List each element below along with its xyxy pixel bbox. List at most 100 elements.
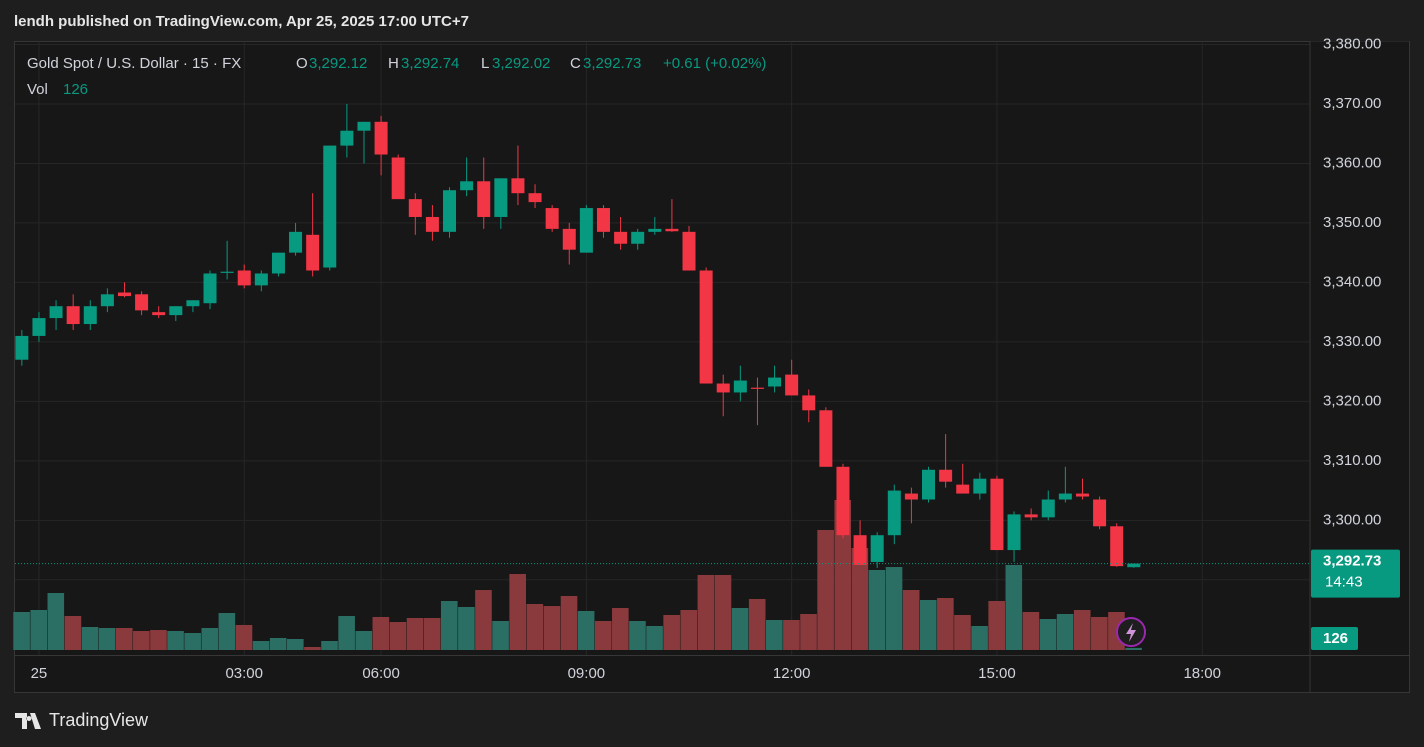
volume-bar	[184, 633, 201, 650]
candle-body	[1007, 514, 1021, 551]
candle-body	[15, 335, 29, 360]
candle-body	[528, 193, 542, 203]
volume-bar	[1005, 565, 1023, 650]
candle-body	[1075, 493, 1089, 497]
volume-bar	[509, 574, 526, 650]
candles	[15, 103, 1310, 568]
candle-body	[1058, 493, 1072, 500]
candle-body	[425, 216, 439, 232]
legend: Gold Spot / U.S. Dollar · 15 · FX O 3,29…	[27, 55, 766, 98]
y-tick-label: 3,330.00	[1323, 333, 1381, 350]
candle-body	[596, 208, 610, 232]
candle-body	[271, 252, 285, 274]
badges: 3,292.73 14:43 126	[1311, 549, 1400, 650]
volume-bar	[834, 500, 852, 650]
x-tick-label: 25	[31, 665, 48, 682]
y-tick-label: 3,320.00	[1323, 392, 1381, 409]
volume-bar	[646, 626, 663, 650]
candle-body	[100, 294, 114, 307]
y-tick-label: 3,300.00	[1323, 511, 1381, 528]
volume-bar	[1091, 617, 1108, 650]
candle-body	[135, 294, 149, 311]
volume-bar	[218, 613, 236, 650]
volume-bar	[629, 621, 646, 650]
legend-key: L	[481, 55, 489, 72]
volume-bar	[680, 610, 698, 650]
volume-bar	[560, 596, 578, 650]
volume-bar	[851, 548, 869, 650]
volume-bar	[304, 647, 321, 650]
candle-body	[408, 199, 422, 217]
volume-bar	[167, 631, 184, 650]
byline: lendh published on TradingView.com, Apr …	[14, 13, 469, 30]
candle-body	[716, 383, 730, 393]
x-tick-label: 09:00	[568, 665, 606, 682]
legend-value: 3,292.12	[309, 55, 367, 72]
candle-body	[785, 374, 799, 396]
x-tick-label: 18:00	[1183, 665, 1221, 682]
brand-logo	[15, 713, 41, 729]
legend-key: H	[388, 55, 399, 72]
candle-body	[374, 121, 388, 155]
brand: TradingView	[15, 710, 149, 730]
candle-body	[904, 493, 918, 500]
candle-body	[83, 306, 97, 325]
volume-bar	[475, 590, 492, 650]
volume-bar	[1056, 614, 1074, 650]
candle-body	[237, 270, 251, 286]
candle-body	[32, 318, 46, 336]
alert-icon[interactable]	[1116, 617, 1146, 647]
candle-body	[990, 478, 1004, 551]
volume-bar	[817, 530, 834, 650]
candle-body	[973, 478, 987, 494]
candle-body	[802, 395, 816, 411]
candle-body	[323, 145, 337, 268]
legend-change: +0.61 (+0.02%)	[663, 55, 766, 72]
candle-body	[665, 228, 679, 232]
volume-bar	[1125, 647, 1142, 650]
candle-body	[1024, 514, 1038, 518]
candle-body	[1093, 499, 1107, 527]
price-badge	[1311, 549, 1400, 598]
volume-pane	[13, 500, 1142, 650]
volume-bar	[1022, 612, 1040, 650]
volume-bar	[150, 630, 167, 650]
price-badge-label: 3,292.73	[1323, 553, 1381, 570]
volume-bar	[115, 628, 133, 650]
volume-bar	[47, 593, 65, 650]
x-tick-label: 15:00	[978, 665, 1016, 682]
y-tick-label: 3,360.00	[1323, 154, 1381, 171]
volume-bar	[594, 621, 612, 650]
x-tick-label: 12:00	[773, 665, 811, 682]
grid	[15, 41, 1310, 655]
candle-body	[289, 231, 303, 253]
candle-body	[306, 234, 320, 271]
y-tick-label: 3,350.00	[1323, 214, 1381, 231]
candle-body	[1110, 526, 1124, 567]
volume-bar	[731, 608, 749, 650]
alert-bolt	[1126, 623, 1136, 642]
volume-bar	[765, 620, 783, 650]
volume-bar	[458, 607, 475, 650]
volume-bar	[81, 627, 99, 650]
volume-bar	[252, 641, 270, 650]
volume-bar	[543, 606, 561, 650]
y-tick-label: 3,340.00	[1323, 273, 1381, 290]
volume-bar	[321, 641, 338, 650]
volume-bar	[885, 567, 903, 650]
candle-body	[750, 387, 764, 389]
volume-bar	[663, 615, 680, 650]
candle-body	[733, 380, 747, 393]
candle-body	[853, 535, 867, 565]
x-tick-label: 03:00	[225, 665, 263, 682]
candle-body	[357, 121, 371, 131]
candle-body	[254, 273, 268, 286]
volume-bar	[1039, 619, 1057, 650]
volume-bar	[98, 628, 116, 650]
candle-body	[819, 410, 833, 467]
legend-key: C	[570, 55, 581, 72]
volume-bar	[937, 598, 954, 650]
candle-body	[66, 306, 80, 325]
